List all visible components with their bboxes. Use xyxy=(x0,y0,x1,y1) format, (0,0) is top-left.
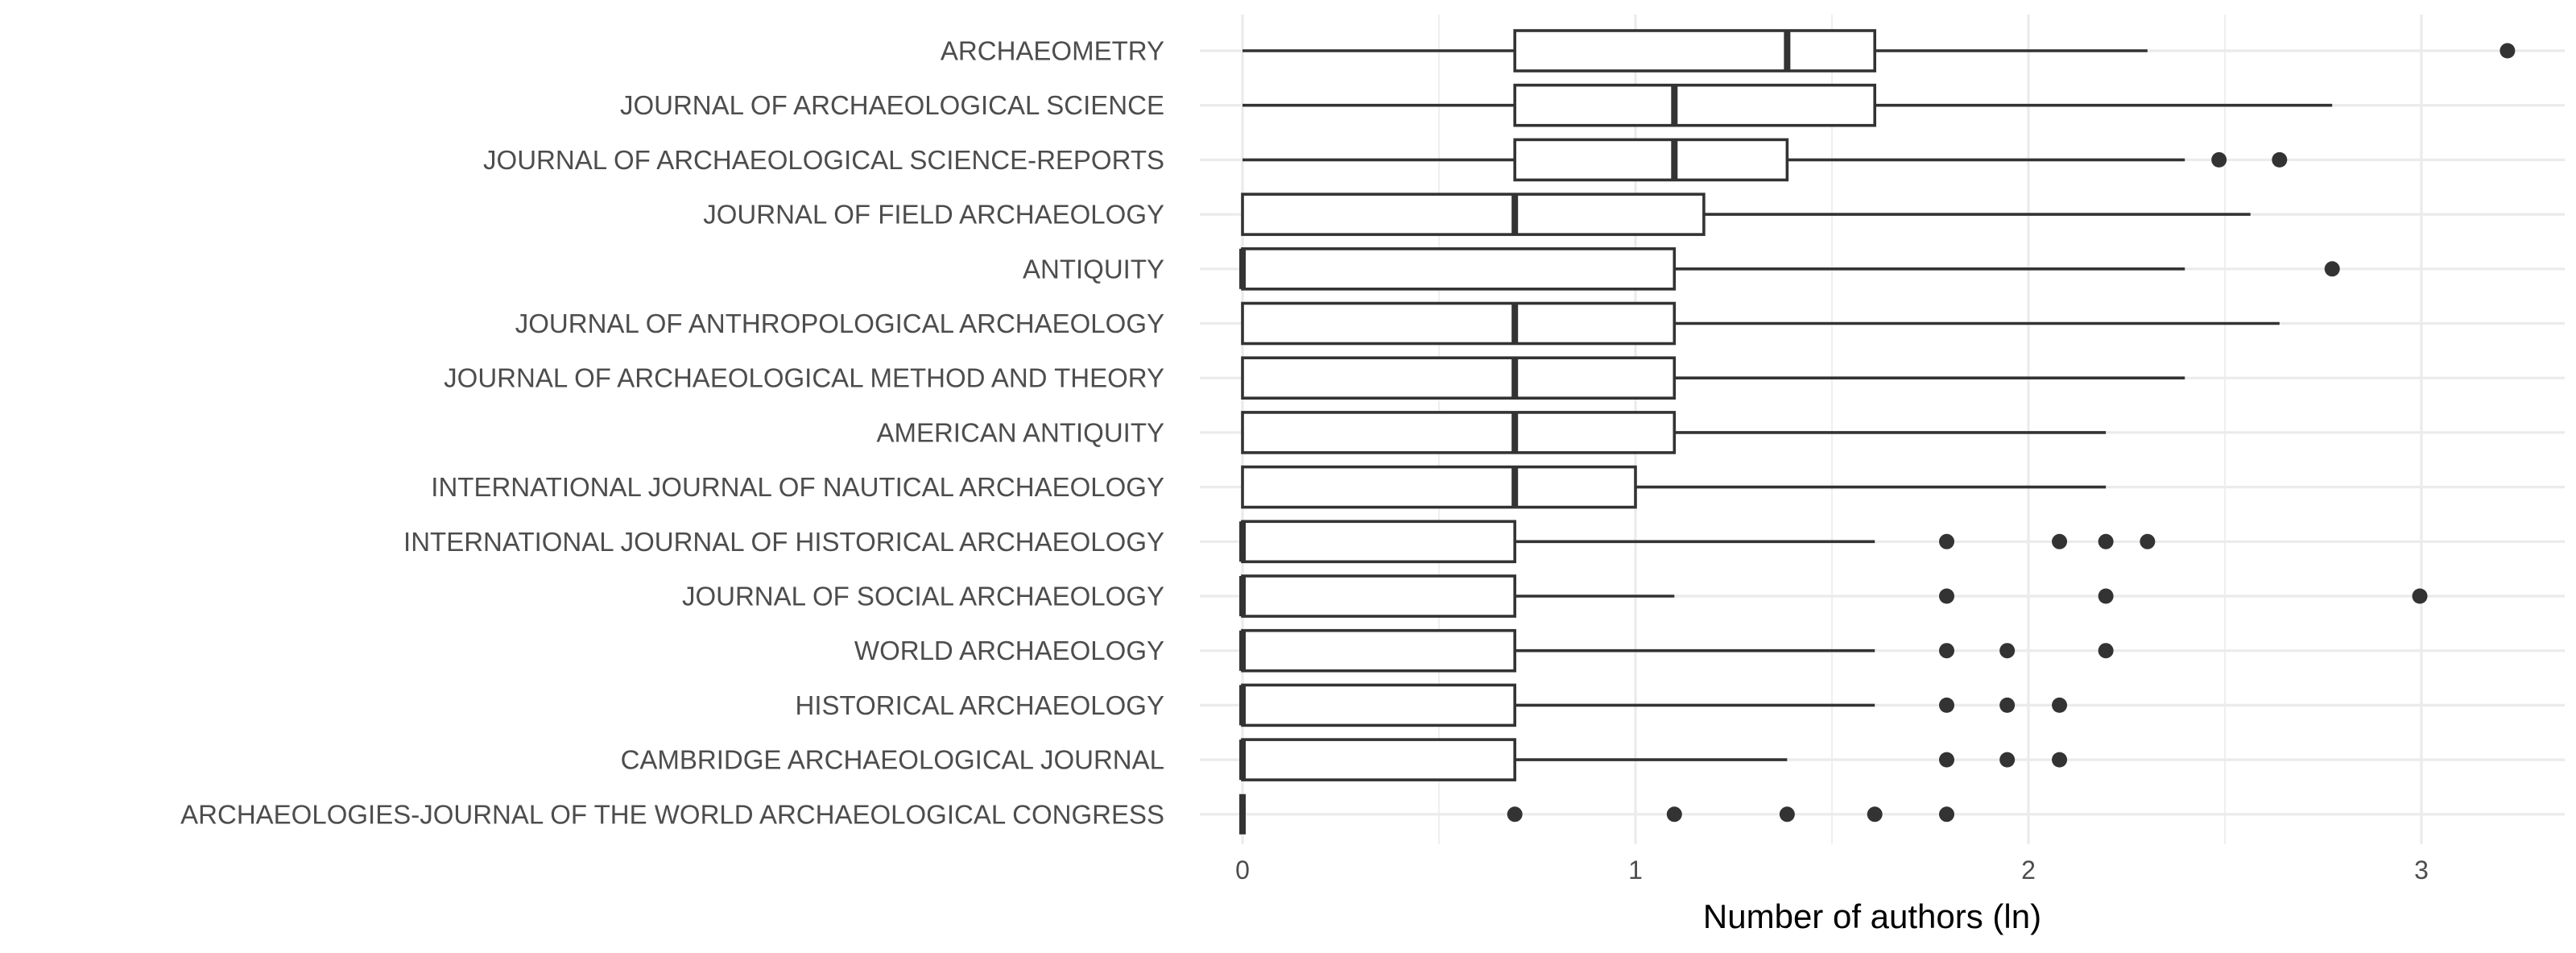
iqr-box xyxy=(1241,247,1677,291)
outlier-point xyxy=(2272,151,2288,168)
iqr-box xyxy=(1513,83,1876,127)
box-group xyxy=(1243,29,2516,73)
box-group xyxy=(1239,683,2068,727)
outlier-point xyxy=(1999,643,2016,659)
x-tick-label: 0 xyxy=(1235,856,1250,885)
outlier-point xyxy=(2412,588,2428,604)
category-label: INTERNATIONAL JOURNAL OF HISTORICAL ARCH… xyxy=(403,527,1164,557)
outlier-point xyxy=(1867,806,1883,822)
box-group xyxy=(1241,356,2185,400)
outlier-point xyxy=(2098,533,2114,549)
category-label: CAMBRIDGE ARCHAEOLOGICAL JOURNAL xyxy=(621,745,1164,775)
x-tick-label: 2 xyxy=(2021,856,2036,885)
category-labels: ARCHAEOMETRY JOURNAL OF ARCHAEOLOGICAL SC… xyxy=(180,36,1164,830)
box-group xyxy=(1241,465,2107,509)
outlier-point xyxy=(2052,697,2068,713)
outlier-point xyxy=(2500,43,2516,59)
category-label: JOURNAL OF FIELD ARCHAEOLOGY xyxy=(703,200,1164,230)
outlier-point xyxy=(2211,151,2227,168)
category-label: ARCHAEOLOGIES-JOURNAL OF THE WORLD ARCHA… xyxy=(180,799,1164,829)
iqr-box xyxy=(1241,356,1677,400)
box-group xyxy=(1239,520,2156,564)
outlier-point xyxy=(2052,752,2068,768)
category-label: JOURNAL OF SOCIAL ARCHAEOLOGY xyxy=(682,582,1164,611)
box-group xyxy=(1239,247,2340,291)
box-group xyxy=(1241,411,2107,454)
box-group xyxy=(1241,193,2251,236)
outlier-point xyxy=(1666,806,1682,822)
category-label: WORLD ARCHAEOLOGY xyxy=(854,636,1164,665)
box-group xyxy=(1239,738,2068,781)
category-label: ANTIQUITY xyxy=(1023,254,1164,284)
iqr-box xyxy=(1241,465,1637,509)
outlier-point xyxy=(1999,752,2016,768)
box-group xyxy=(1239,574,2428,618)
box-group xyxy=(1239,793,1954,835)
outlier-point xyxy=(1938,697,1954,713)
x-axis-ticks: 0 1 2 3 xyxy=(1235,856,2429,885)
x-tick-label: 1 xyxy=(1628,856,1643,885)
boxes xyxy=(1239,29,2516,835)
outlier-point xyxy=(2324,261,2340,277)
box-group xyxy=(1243,138,2288,182)
category-label: INTERNATIONAL JOURNAL OF NAUTICAL ARCHAE… xyxy=(431,472,1164,502)
outlier-point xyxy=(1779,806,1795,822)
x-tick-label: 3 xyxy=(2414,856,2429,885)
category-label: JOURNAL OF ARCHAEOLOGICAL SCIENCE-REPORT… xyxy=(483,145,1164,175)
iqr-box xyxy=(1241,738,1516,781)
outlier-point xyxy=(1938,643,1954,659)
outlier-point xyxy=(1938,806,1954,822)
iqr-box xyxy=(1241,520,1516,564)
iqr-box xyxy=(1241,301,1677,346)
iqr-box xyxy=(1241,193,1706,236)
outlier-point xyxy=(1938,533,1954,549)
box-group xyxy=(1243,83,2333,127)
outlier-point xyxy=(2098,588,2114,604)
iqr-box xyxy=(1241,574,1516,618)
outlier-point xyxy=(1938,752,1954,768)
outlier-point xyxy=(2052,533,2068,549)
outlier-point xyxy=(1999,697,2016,713)
iqr-box xyxy=(1241,411,1677,454)
iqr-box xyxy=(1513,138,1789,182)
category-label: ARCHAEOMETRY xyxy=(941,36,1164,66)
outlier-point xyxy=(1507,806,1523,822)
x-axis-title: Number of authors (ln) xyxy=(1703,897,2041,935)
category-label: JOURNAL OF ARCHAEOLOGICAL METHOD AND THE… xyxy=(444,363,1164,393)
iqr-box xyxy=(1241,628,1516,673)
iqr-box xyxy=(1513,29,1876,73)
category-label: AMERICAN ANTIQUITY xyxy=(876,417,1164,447)
category-label: JOURNAL OF ANTHROPOLOGICAL ARCHAEOLOGY xyxy=(515,309,1164,338)
outlier-point xyxy=(2098,643,2114,659)
box-group xyxy=(1239,628,2114,673)
iqr-box xyxy=(1241,683,1516,727)
outlier-point xyxy=(1938,588,1954,604)
category-label: HISTORICAL ARCHAEOLOGY xyxy=(796,690,1164,720)
outlier-point xyxy=(2140,533,2156,549)
category-label: JOURNAL OF ARCHAEOLOGICAL SCIENCE xyxy=(620,90,1164,120)
box-group xyxy=(1241,301,2280,346)
